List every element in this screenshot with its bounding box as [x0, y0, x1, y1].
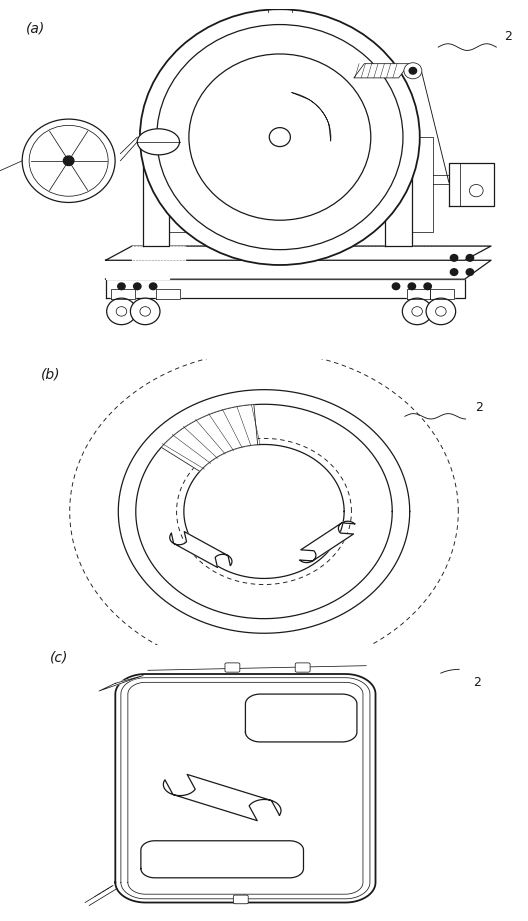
Polygon shape	[163, 775, 281, 821]
Polygon shape	[106, 279, 465, 298]
Circle shape	[118, 283, 125, 289]
Polygon shape	[132, 246, 185, 261]
Circle shape	[466, 254, 474, 262]
Circle shape	[424, 283, 431, 289]
Polygon shape	[184, 445, 344, 578]
Polygon shape	[299, 521, 355, 563]
Polygon shape	[354, 64, 409, 78]
Polygon shape	[291, 92, 331, 141]
Polygon shape	[430, 288, 454, 299]
Polygon shape	[385, 146, 412, 246]
FancyBboxPatch shape	[233, 895, 248, 904]
Text: (c): (c)	[50, 650, 69, 665]
Circle shape	[426, 298, 456, 325]
Polygon shape	[106, 261, 169, 279]
Polygon shape	[161, 404, 258, 472]
Polygon shape	[156, 288, 180, 299]
Polygon shape	[115, 674, 375, 903]
Circle shape	[408, 283, 416, 289]
Text: (b): (b)	[41, 367, 60, 381]
Polygon shape	[141, 841, 304, 878]
Polygon shape	[106, 246, 491, 261]
Circle shape	[107, 298, 136, 325]
FancyBboxPatch shape	[295, 663, 310, 672]
Circle shape	[149, 283, 157, 289]
Polygon shape	[407, 288, 430, 299]
Polygon shape	[143, 146, 169, 246]
Polygon shape	[169, 137, 190, 232]
FancyBboxPatch shape	[225, 663, 240, 672]
Circle shape	[404, 63, 422, 79]
Circle shape	[269, 128, 290, 146]
Polygon shape	[246, 694, 357, 742]
Circle shape	[466, 269, 474, 275]
Polygon shape	[118, 390, 410, 634]
Circle shape	[134, 283, 141, 289]
Polygon shape	[169, 531, 232, 567]
Polygon shape	[111, 288, 135, 299]
Polygon shape	[449, 163, 494, 205]
Text: (a): (a)	[26, 22, 45, 36]
Circle shape	[450, 254, 458, 262]
Circle shape	[63, 156, 74, 166]
Ellipse shape	[137, 129, 180, 155]
Polygon shape	[99, 676, 143, 691]
Ellipse shape	[157, 25, 403, 250]
Ellipse shape	[140, 9, 420, 265]
Text: 2: 2	[504, 30, 512, 43]
Ellipse shape	[189, 54, 371, 220]
Polygon shape	[136, 404, 392, 619]
Circle shape	[409, 67, 417, 74]
Text: 2: 2	[475, 401, 483, 414]
Circle shape	[130, 298, 160, 325]
Text: 2: 2	[473, 676, 481, 689]
Polygon shape	[412, 137, 433, 232]
Circle shape	[22, 119, 115, 203]
Circle shape	[450, 269, 458, 275]
Circle shape	[392, 283, 400, 289]
Circle shape	[402, 298, 432, 325]
Polygon shape	[106, 261, 491, 279]
